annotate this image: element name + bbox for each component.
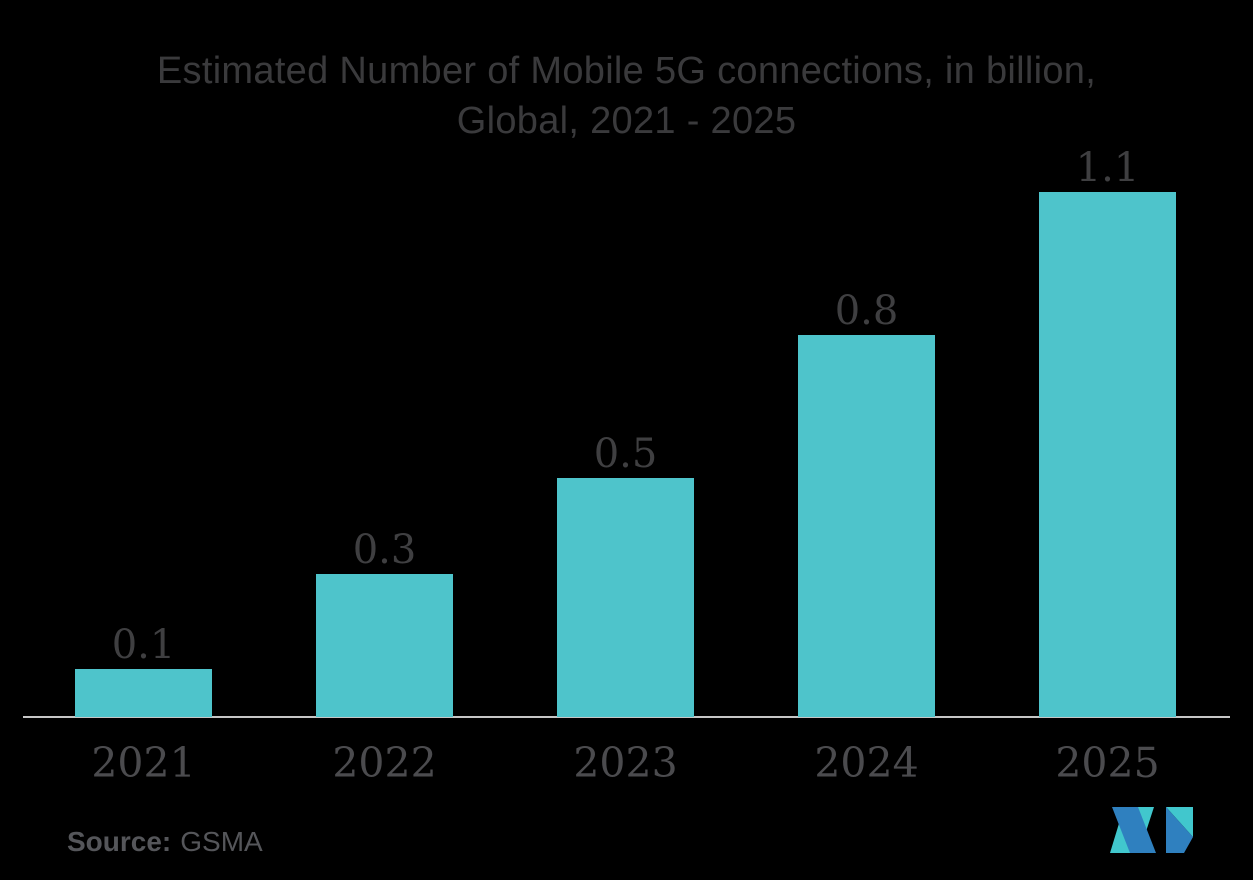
bar-value-label: 0.8 <box>834 288 899 334</box>
x-tick-label: 2021 <box>91 739 196 787</box>
bar-2021 <box>75 669 212 717</box>
source-value: GSMA <box>180 826 263 857</box>
source-note: Source: GSMA <box>67 826 263 858</box>
chart-title-line-2: Global, 2021 - 2025 <box>456 100 797 142</box>
bar-value-label: 0.3 <box>352 527 417 573</box>
mordor-intelligence-logo <box>1110 807 1193 853</box>
bar-2022 <box>316 574 453 717</box>
source-label: Source: <box>67 826 172 857</box>
x-tick-label: 2024 <box>814 739 919 787</box>
bar-2024 <box>798 335 935 717</box>
bar-2023 <box>557 478 694 717</box>
chart-title: Estimated Number of Mobile 5G connection… <box>0 46 1253 146</box>
x-tick-label: 2022 <box>332 739 437 787</box>
bar-2025 <box>1039 192 1176 717</box>
chart-title-line-1: Estimated Number of Mobile 5G connection… <box>156 50 1097 92</box>
x-tick-label: 2023 <box>573 739 678 787</box>
x-tick-label: 2025 <box>1055 739 1160 787</box>
x-axis-line <box>23 716 1230 718</box>
bar-value-label: 0.1 <box>111 622 176 668</box>
bar-value-label: 0.5 <box>593 431 658 477</box>
bar-value-label: 1.1 <box>1075 145 1140 191</box>
